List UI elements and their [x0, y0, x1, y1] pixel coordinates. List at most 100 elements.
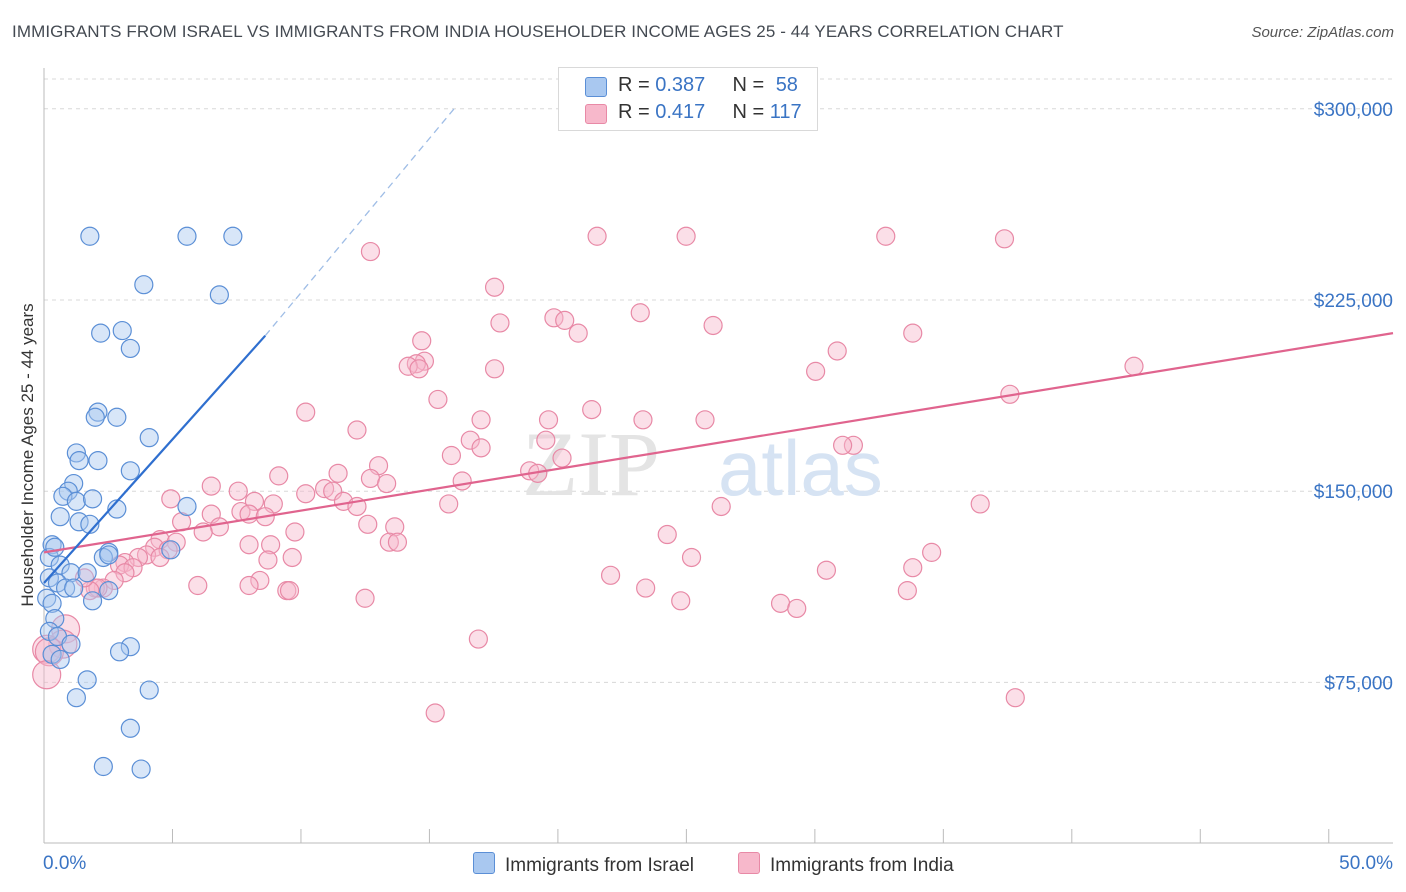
israel-point — [109, 642, 130, 662]
india-point — [671, 591, 691, 611]
india-point — [600, 565, 621, 585]
israel-point — [120, 338, 140, 359]
india-point — [490, 313, 510, 333]
india-point — [279, 581, 300, 601]
india-point — [695, 410, 715, 430]
israel-point — [55, 578, 76, 598]
india-point — [787, 598, 807, 619]
india-point — [282, 547, 302, 568]
india-point — [409, 359, 429, 379]
israel-point — [223, 226, 243, 246]
israel-trend-line — [43, 334, 267, 584]
bottom-legend-label-israel: Immigrants from Israel — [505, 855, 694, 876]
israel-point — [91, 323, 111, 343]
india-point — [360, 241, 381, 262]
israel-point — [37, 588, 57, 608]
india-point — [385, 517, 405, 537]
india-point — [188, 575, 208, 596]
india-point — [258, 550, 278, 570]
india-point — [244, 491, 265, 511]
legend-israel-r-label: R = — [618, 74, 650, 96]
india-point — [150, 547, 170, 568]
india-point — [347, 420, 367, 440]
india-point — [460, 430, 480, 450]
israel-point — [61, 634, 81, 654]
india-point — [201, 476, 221, 496]
india-point — [568, 323, 588, 343]
israel-point — [42, 593, 62, 613]
india-point — [970, 494, 990, 514]
india-point — [452, 471, 472, 491]
israel-point — [93, 756, 113, 777]
bottom-legend-label-india: Immigrants from India — [770, 855, 954, 876]
y-tick-label-3: $300,000 — [1314, 100, 1393, 121]
india-point — [681, 547, 702, 568]
israel-point — [107, 407, 127, 427]
india-point — [587, 226, 607, 246]
x-tick-label-max: 50.0% — [1339, 853, 1393, 874]
y-axis-label: Householder Income Ages 25 - 44 years — [18, 303, 37, 606]
india-point — [903, 558, 923, 578]
y-tick-label-1: $150,000 — [1314, 482, 1393, 503]
india-point — [484, 359, 505, 379]
india-point — [468, 629, 488, 649]
israel-point — [50, 649, 70, 670]
india-point — [328, 463, 348, 483]
israel-point — [88, 450, 108, 471]
israel-point — [80, 226, 100, 246]
india-point — [358, 514, 378, 534]
israel-point — [85, 407, 105, 427]
india-point — [630, 303, 650, 323]
india-point — [428, 389, 448, 410]
india-point — [876, 226, 896, 246]
israel-trend-extension — [264, 108, 455, 337]
india-point — [239, 535, 259, 555]
legend-india-r-value: 0.417 — [655, 101, 706, 123]
legend-israel-n-value: 58 — [775, 74, 798, 96]
israel-point — [99, 545, 119, 565]
source-credit: Source: ZipAtlas.com — [1251, 24, 1394, 41]
india-point — [636, 578, 656, 598]
israel-point — [209, 285, 229, 305]
israel-point — [88, 402, 108, 422]
israel-point — [58, 481, 78, 501]
india-point — [1124, 356, 1144, 376]
israel-point — [177, 496, 197, 517]
india-point — [816, 560, 837, 580]
israel-point — [82, 489, 103, 509]
india-point — [32, 660, 62, 690]
india-point — [439, 494, 459, 514]
india-point — [250, 570, 270, 591]
india-point — [827, 341, 847, 361]
y-tick-label-2: $225,000 — [1314, 291, 1393, 312]
india-trend-line — [43, 332, 1394, 554]
bottom-legend-swatch-india — [738, 852, 760, 874]
israel-point — [77, 563, 97, 583]
legend-india-n-label: N = — [732, 101, 765, 123]
legend-swatch-india — [585, 104, 607, 124]
israel-point — [112, 320, 132, 341]
y-tick-labels: $75,000 $150,000 $225,000 $300,000 — [1314, 100, 1393, 695]
india-point — [676, 226, 696, 246]
legend-swatch-israel — [585, 77, 607, 97]
israel-point — [66, 688, 86, 708]
israel-point — [131, 759, 151, 779]
israel-point — [64, 578, 84, 598]
y-tick-label-0: $75,000 — [1324, 673, 1393, 694]
india-point — [285, 522, 305, 542]
israel-point — [69, 450, 89, 471]
israel-point — [120, 718, 140, 738]
india-point — [115, 563, 135, 583]
legend-israel-r-value: 0.387 — [655, 74, 706, 96]
india-point — [536, 430, 556, 450]
bottom-legend-india: Immigrants from India — [738, 852, 954, 877]
bottom-legend-swatch-israel — [473, 852, 495, 874]
india-point — [555, 310, 575, 330]
india-point — [269, 466, 289, 486]
india-point — [471, 438, 491, 458]
india-point — [104, 570, 124, 591]
israel-point — [61, 563, 81, 583]
israel-point — [45, 537, 65, 557]
legend: R = 0.387 N = 58 R = 0.417 N = 117 — [558, 67, 818, 131]
india-point — [538, 410, 559, 430]
